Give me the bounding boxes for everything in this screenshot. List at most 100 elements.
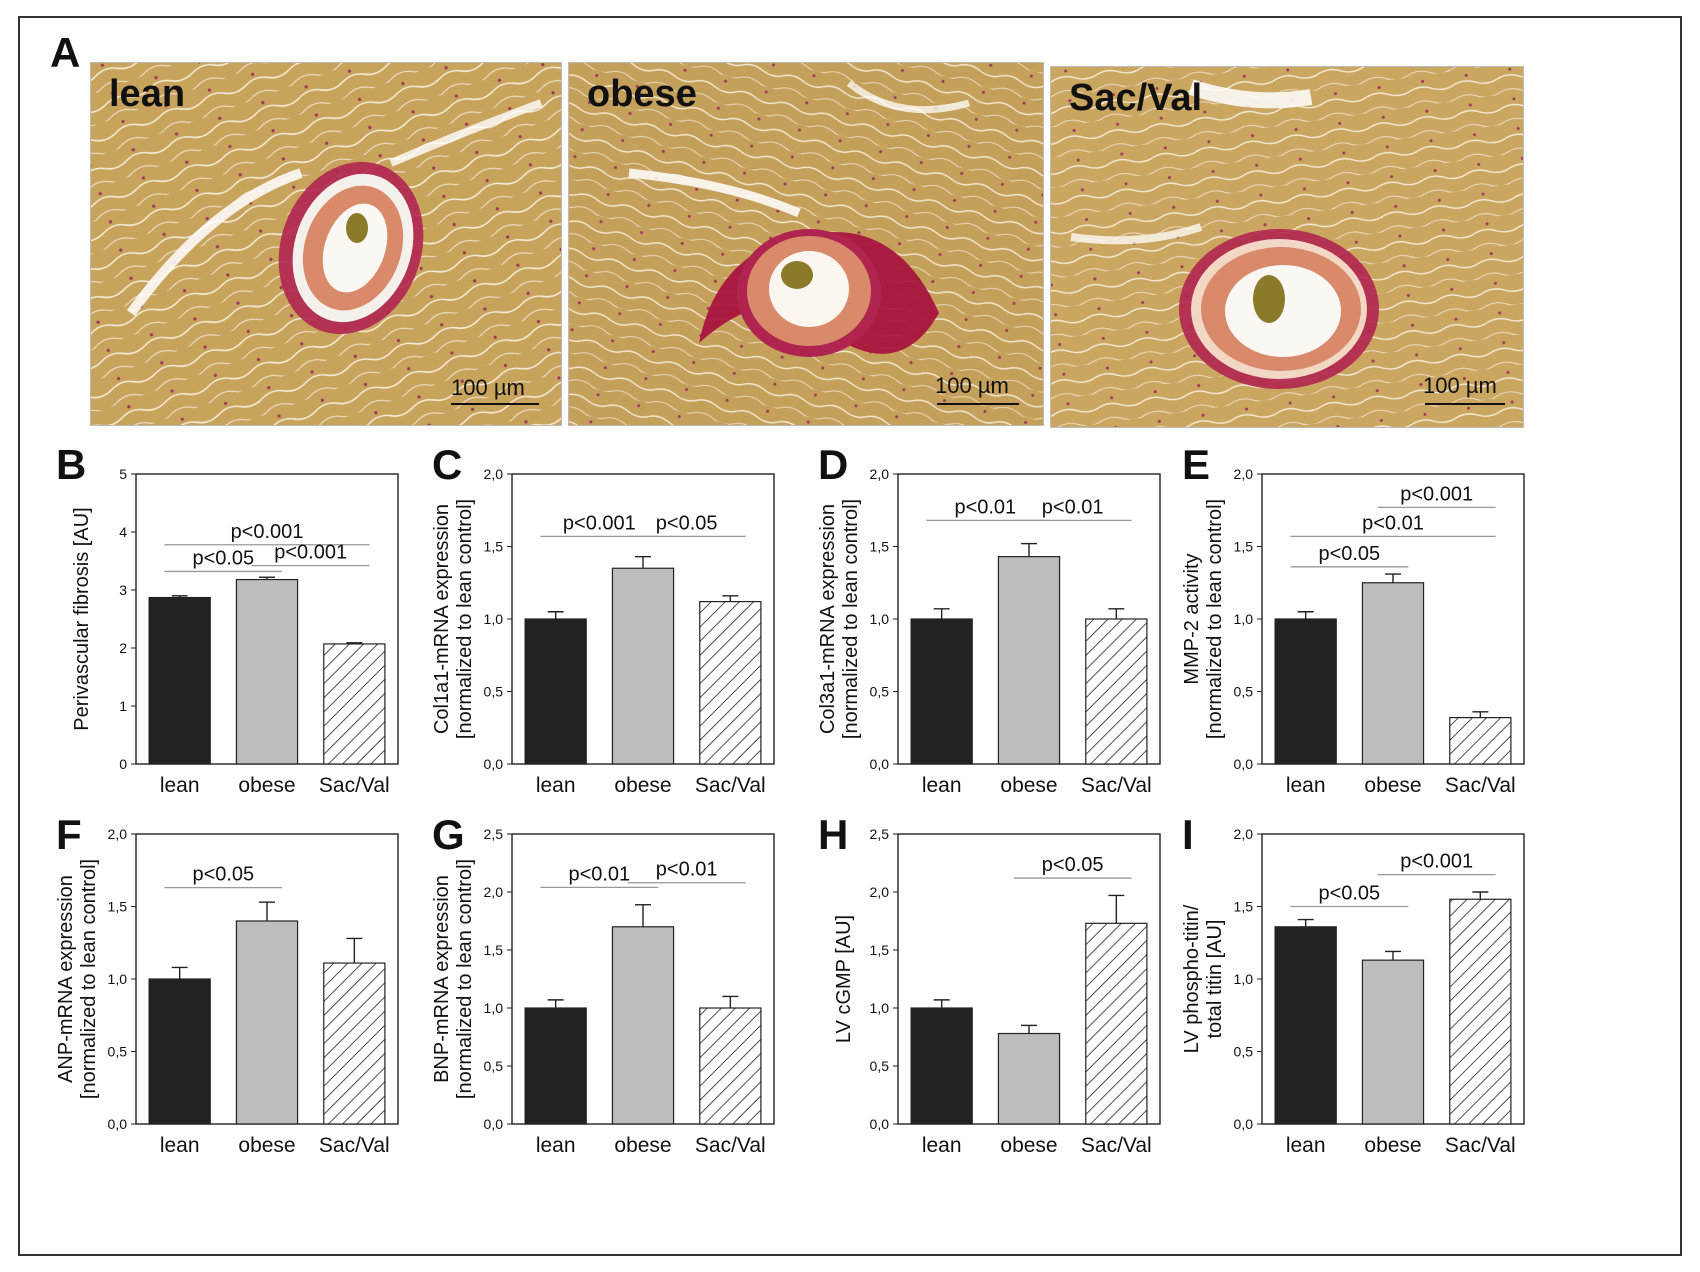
y-tick-label: 1,0 <box>870 611 890 627</box>
significance-label: p<0.001 <box>1400 851 1473 873</box>
y-tick-label: 1,5 <box>870 539 890 555</box>
y-tick-label: 0,5 <box>108 1044 128 1060</box>
micrograph-sacval-image <box>1051 67 1523 427</box>
y-axis-label: [normalized to lean control] <box>1204 499 1226 739</box>
chart-panel-i: 0,0 0,5 1,0 1,5 2,0 LV phospho-titin/total ti… <box>1176 822 1536 1176</box>
chart-svg: 0,0 0,5 1,0 1,5 2,0 Col3a1-mRNA expression [no… <box>817 466 1161 797</box>
y-tick-label: 1,0 <box>484 611 504 627</box>
micrograph-sacval: Sac/Val 100 µm <box>1050 66 1524 428</box>
chart-svg: 0,0 0,5 1,0 1,5 2,0 LV phospho-titin/total ti… <box>1181 826 1525 1157</box>
significance-label: p<0.05 <box>1318 883 1380 905</box>
bar-sacval <box>323 962 386 1125</box>
bar-sacval <box>1449 898 1512 1125</box>
panel-letter-f: F <box>56 811 82 858</box>
chart-svg: 0,0 0,5 1,0 1,5 2,0 ANP-mRNA expression [norma… <box>55 826 399 1157</box>
panel-letter-g: G <box>432 811 465 858</box>
micrograph-lean-image <box>91 63 561 425</box>
chart-panel-d: 0,0 0,5 1,0 1,5 2,0 Col3a1-mRNA expression [no… <box>812 462 1172 816</box>
y-tick-label: 0,5 <box>484 684 504 700</box>
y-tick-label: 0,0 <box>870 1116 890 1132</box>
y-axis-label: LV cGMP [AU] <box>833 915 855 1043</box>
bar-lean <box>524 618 587 765</box>
y-tick-label: 5 <box>119 466 127 482</box>
y-tick-label: 2,0 <box>484 884 504 900</box>
bar-sacval <box>699 1007 762 1125</box>
y-axis-label: ANP-mRNA expression <box>55 875 77 1083</box>
panel-letter-a: A <box>50 29 81 76</box>
y-axis-label: [normalized to lean control] <box>78 859 100 1099</box>
bar-sacval <box>1449 717 1512 765</box>
bar-obese <box>1361 582 1425 765</box>
bar-sacval <box>1085 618 1148 765</box>
panel-letter-e: E <box>1182 441 1211 488</box>
panel-letter-i: I <box>1182 811 1194 858</box>
bar-sacval <box>323 643 386 765</box>
y-tick-label: 1,0 <box>1234 971 1254 987</box>
category-label: lean <box>536 774 576 797</box>
significance-label: p<0.001 <box>1400 483 1473 505</box>
y-axis-label: total titin [AU] <box>1204 920 1226 1039</box>
category-label: obese <box>238 1134 295 1157</box>
category-label: lean <box>922 1134 962 1157</box>
chart-panel-f: 0,0 0,5 1,0 1,5 2,0 ANP-mRNA expression [norma… <box>50 822 410 1176</box>
panel-letter-d: D <box>818 441 849 488</box>
significance-label: p<0.05 <box>1042 854 1104 876</box>
category-label: obese <box>614 1134 671 1157</box>
bar-sacval <box>1085 922 1148 1125</box>
y-tick-label: 3 <box>119 582 127 598</box>
category-label: Sac/Val <box>1445 774 1516 797</box>
y-axis-label: [normalized to lean control] <box>840 499 862 739</box>
bar-obese <box>235 920 299 1125</box>
significance-label: p<0.01 <box>1362 512 1424 534</box>
y-tick-label: 2,0 <box>1234 466 1254 482</box>
y-tick-label: 1,5 <box>1234 899 1254 915</box>
category-label: Sac/Val <box>319 1134 390 1157</box>
y-axis-label: Perivascular fibrosis [AU] <box>71 507 93 730</box>
bar-obese <box>1361 959 1425 1125</box>
y-tick-label: 0,5 <box>1234 684 1254 700</box>
category-label: lean <box>160 774 200 797</box>
category-label: lean <box>1286 774 1326 797</box>
y-tick-label: 1,5 <box>870 942 890 958</box>
scale-bar <box>1425 403 1505 405</box>
bar-obese <box>611 567 675 765</box>
y-tick-label: 1,0 <box>1234 611 1254 627</box>
y-tick-label: 2 <box>119 640 127 656</box>
scale-bar <box>937 403 1019 405</box>
chart-panel-h: 0,0 0,5 1,0 1,5 2,0 2,5 LV cGMP [AU] lean obese S… <box>812 822 1172 1176</box>
category-label: obese <box>1364 1134 1421 1157</box>
bar-obese <box>235 578 299 765</box>
category-label: Sac/Val <box>1081 774 1152 797</box>
significance-label: p<0.05 <box>192 547 254 569</box>
y-axis-label: Col1a1-mRNA expression <box>431 504 453 734</box>
bar-lean <box>148 596 211 765</box>
chart-svg: 0 1 2 3 4 5 Perivascular fibrosis [AU] lean obes… <box>71 466 399 797</box>
y-tick-label: 0,0 <box>108 1116 128 1132</box>
y-tick-label: 0,0 <box>870 756 890 772</box>
bar-obese <box>997 1032 1061 1125</box>
significance-label: p<0.01 <box>954 496 1016 518</box>
category-label: lean <box>1286 1134 1326 1157</box>
significance-label: p<0.01 <box>568 863 630 885</box>
significance-label: p<0.001 <box>274 542 347 564</box>
figure-frame: A lean 100 µm <box>18 16 1682 1256</box>
micrograph-lean: lean 100 µm <box>90 62 562 426</box>
micrograph-label: obese <box>587 73 697 115</box>
scale-bar-label: 100 µm <box>451 375 525 400</box>
y-tick-label: 1,5 <box>1234 539 1254 555</box>
y-tick-label: 2,0 <box>108 826 128 842</box>
y-axis-label: Col3a1-mRNA expression <box>817 504 839 734</box>
significance-label: p<0.05 <box>192 864 254 886</box>
category-label: obese <box>1000 1134 1057 1157</box>
micrograph-obese: obese 100 µm <box>568 62 1044 426</box>
y-axis-label: LV phospho-titin/ <box>1181 904 1203 1053</box>
y-axis-label: MMP-2 activity <box>1181 553 1203 684</box>
category-label: Sac/Val <box>695 774 766 797</box>
bar-lean <box>524 1007 587 1125</box>
scale-bar-label: 100 µm <box>935 373 1009 398</box>
category-label: Sac/Val <box>1081 1134 1152 1157</box>
bar-lean <box>910 1007 973 1125</box>
y-tick-label: 2,0 <box>870 884 890 900</box>
panel-letter-c: C <box>432 441 463 488</box>
y-axis-label: BNP-mRNA expression <box>431 875 453 1083</box>
